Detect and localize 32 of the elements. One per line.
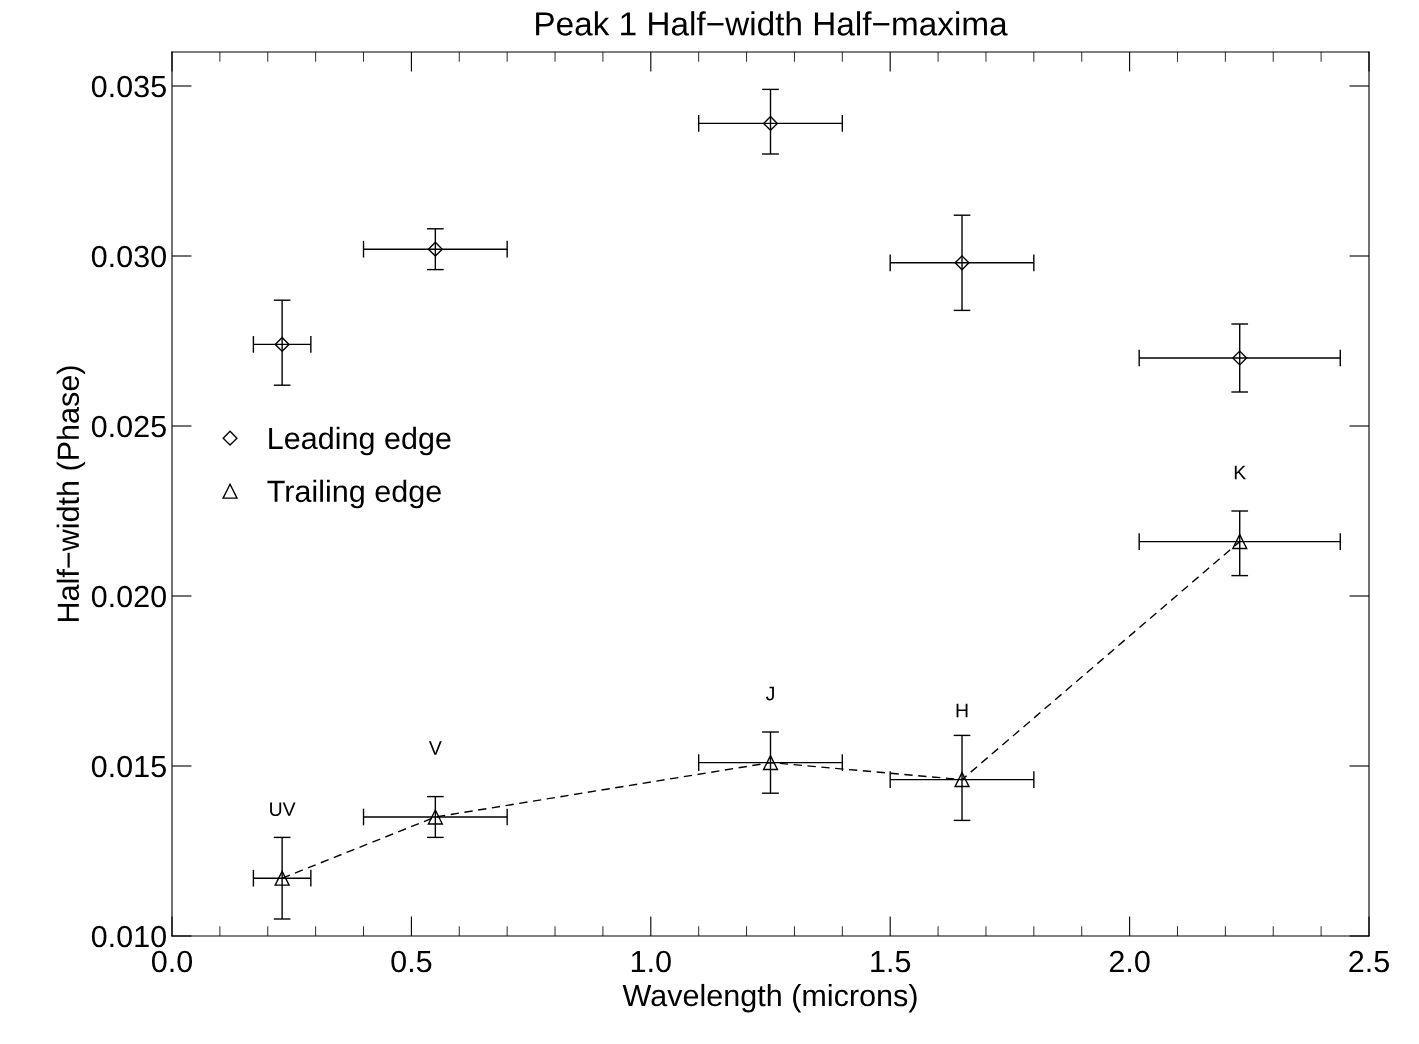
point — [1232, 350, 1248, 366]
point — [274, 336, 290, 352]
point — [954, 255, 970, 271]
y-tick-label: 0.030 — [91, 245, 166, 268]
annotation: V — [428, 741, 442, 755]
x-tick-label: 0.0 — [151, 950, 193, 973]
point — [762, 115, 779, 131]
legend-label: Leading edge — [269, 426, 451, 456]
point — [762, 754, 779, 771]
x-axis-title: Wavelength (microns) — [622, 983, 917, 1013]
point — [274, 870, 290, 886]
annotation: H — [956, 703, 968, 718]
point — [427, 241, 443, 257]
x-tick-label: 0.5 — [391, 950, 432, 973]
annotation: UV — [270, 802, 296, 817]
point — [427, 809, 443, 825]
y-tick-label: 0.010 — [91, 925, 166, 948]
y-tick-label: 0.025 — [91, 415, 166, 438]
x-tick-label: 1.5 — [871, 951, 911, 973]
legend-label: Trailing edge — [267, 479, 441, 509]
x-tick-label: 2.5 — [1349, 950, 1389, 973]
y-axis-title: Half−width (Phase) — [56, 366, 86, 621]
y-tick-label: 0.035 — [91, 75, 166, 98]
y-tick-label: 0.020 — [91, 585, 166, 608]
point — [954, 771, 970, 788]
y-tick-label: 0.015 — [91, 755, 166, 778]
x-tick-label: 2.0 — [1109, 950, 1150, 973]
annotation: J — [765, 686, 774, 701]
point — [1232, 533, 1248, 550]
annotation: K — [1234, 465, 1246, 480]
chart-title: Peak 1 Half−width Half−maxima — [536, 11, 1008, 36]
x-tick-label: 1.0 — [631, 950, 671, 973]
